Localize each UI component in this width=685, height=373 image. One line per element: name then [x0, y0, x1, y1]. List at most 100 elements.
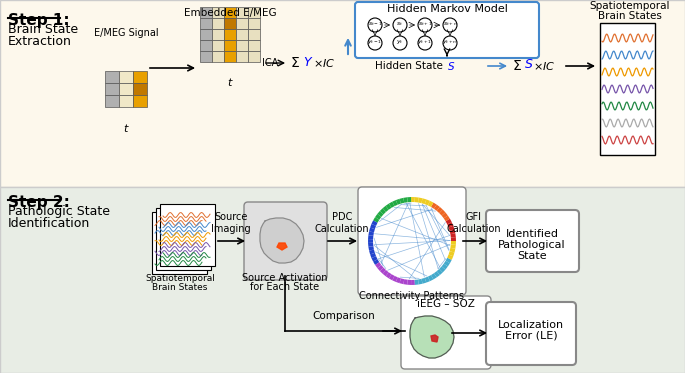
Text: Step 1:: Step 1:: [8, 13, 70, 28]
Polygon shape: [449, 226, 454, 231]
Text: $\times IC$: $\times IC$: [313, 57, 336, 69]
Circle shape: [443, 18, 457, 32]
Text: State: State: [517, 251, 547, 261]
Text: E/MEG Signal: E/MEG Signal: [94, 28, 158, 38]
Text: Hidden State: Hidden State: [375, 61, 446, 71]
FancyBboxPatch shape: [355, 2, 539, 58]
Bar: [105, 83, 119, 95]
Polygon shape: [425, 200, 430, 206]
Polygon shape: [444, 216, 450, 221]
Polygon shape: [418, 198, 423, 203]
Polygon shape: [446, 219, 452, 224]
Bar: [248, 7, 260, 18]
Circle shape: [418, 18, 432, 32]
Polygon shape: [431, 203, 437, 209]
Text: Pathological: Pathological: [498, 240, 566, 250]
Text: Source Activation: Source Activation: [242, 273, 327, 283]
Bar: [236, 29, 248, 40]
Polygon shape: [431, 273, 437, 279]
Bar: [200, 18, 212, 29]
Text: $\Sigma$: $\Sigma$: [512, 59, 522, 73]
Polygon shape: [373, 217, 379, 223]
Polygon shape: [414, 197, 419, 203]
Text: Hidden Markov Model: Hidden Markov Model: [386, 4, 508, 14]
Text: $s_{t+1}$: $s_{t+1}$: [418, 20, 432, 28]
Text: Identification: Identification: [8, 217, 90, 230]
Polygon shape: [368, 239, 373, 243]
Circle shape: [368, 36, 382, 50]
Bar: [105, 71, 119, 83]
Polygon shape: [442, 264, 448, 270]
Text: PDC
Calculation: PDC Calculation: [314, 212, 369, 234]
Polygon shape: [451, 237, 456, 241]
Polygon shape: [369, 231, 374, 236]
Polygon shape: [411, 197, 415, 202]
Bar: [600, 23, 655, 155]
FancyBboxPatch shape: [486, 302, 576, 365]
Bar: [119, 71, 133, 83]
Polygon shape: [434, 271, 440, 278]
FancyBboxPatch shape: [486, 210, 579, 272]
FancyBboxPatch shape: [401, 296, 491, 369]
Bar: [133, 83, 147, 95]
Text: GFI
Calculation: GFI Calculation: [447, 212, 501, 234]
FancyBboxPatch shape: [358, 187, 466, 295]
Polygon shape: [451, 244, 456, 249]
Text: $s_{t-1}$: $s_{t-1}$: [368, 20, 382, 28]
Text: $y_t$: $y_t$: [396, 38, 404, 46]
Text: $\times IC$: $\times IC$: [533, 60, 556, 72]
Bar: [160, 204, 215, 266]
Polygon shape: [260, 218, 304, 263]
Text: Source
Imaging: Source Imaging: [211, 212, 251, 234]
Circle shape: [443, 36, 457, 50]
Bar: [212, 29, 224, 40]
Bar: [156, 208, 211, 270]
Text: $Y$: $Y$: [303, 56, 314, 69]
Polygon shape: [386, 204, 392, 210]
Polygon shape: [370, 224, 376, 229]
Text: Extraction: Extraction: [8, 35, 72, 48]
Bar: [200, 29, 212, 40]
Bar: [248, 40, 260, 51]
Bar: [248, 51, 260, 62]
Bar: [224, 51, 236, 62]
Text: Brain States: Brain States: [598, 11, 662, 21]
Polygon shape: [373, 259, 379, 265]
Polygon shape: [369, 228, 375, 232]
Text: Step 2:: Step 2:: [8, 195, 70, 210]
Text: for Each State: for Each State: [251, 282, 320, 292]
Polygon shape: [411, 280, 415, 285]
Bar: [236, 51, 248, 62]
Polygon shape: [403, 279, 408, 285]
Polygon shape: [447, 254, 453, 260]
Bar: [236, 7, 248, 18]
Text: $s_{t+n}$: $s_{t+n}$: [443, 20, 458, 28]
Bar: [212, 51, 224, 62]
Text: Connectivity Patterns: Connectivity Patterns: [360, 291, 464, 301]
Bar: [224, 18, 236, 29]
Polygon shape: [410, 316, 454, 358]
Text: Localization: Localization: [498, 320, 564, 330]
Bar: [133, 95, 147, 107]
Circle shape: [418, 36, 432, 50]
Polygon shape: [444, 261, 450, 267]
Text: $y_{t+n}$: $y_{t+n}$: [443, 38, 458, 46]
Polygon shape: [393, 200, 398, 206]
Text: Error (LE): Error (LE): [505, 331, 558, 341]
Polygon shape: [403, 197, 408, 203]
Bar: [105, 95, 119, 107]
Bar: [248, 29, 260, 40]
Text: Pathologic State: Pathologic State: [8, 205, 110, 218]
Text: ...: ...: [433, 19, 441, 28]
Polygon shape: [389, 274, 395, 280]
Polygon shape: [369, 250, 375, 254]
Polygon shape: [431, 335, 438, 342]
Bar: [212, 7, 224, 18]
Text: ICA: ICA: [262, 58, 278, 68]
Bar: [224, 40, 236, 51]
Polygon shape: [437, 207, 443, 213]
Text: Spatiotemporal: Spatiotemporal: [590, 1, 670, 11]
Text: $\Sigma$: $\Sigma$: [290, 56, 300, 70]
FancyBboxPatch shape: [0, 0, 685, 187]
Polygon shape: [418, 279, 423, 285]
